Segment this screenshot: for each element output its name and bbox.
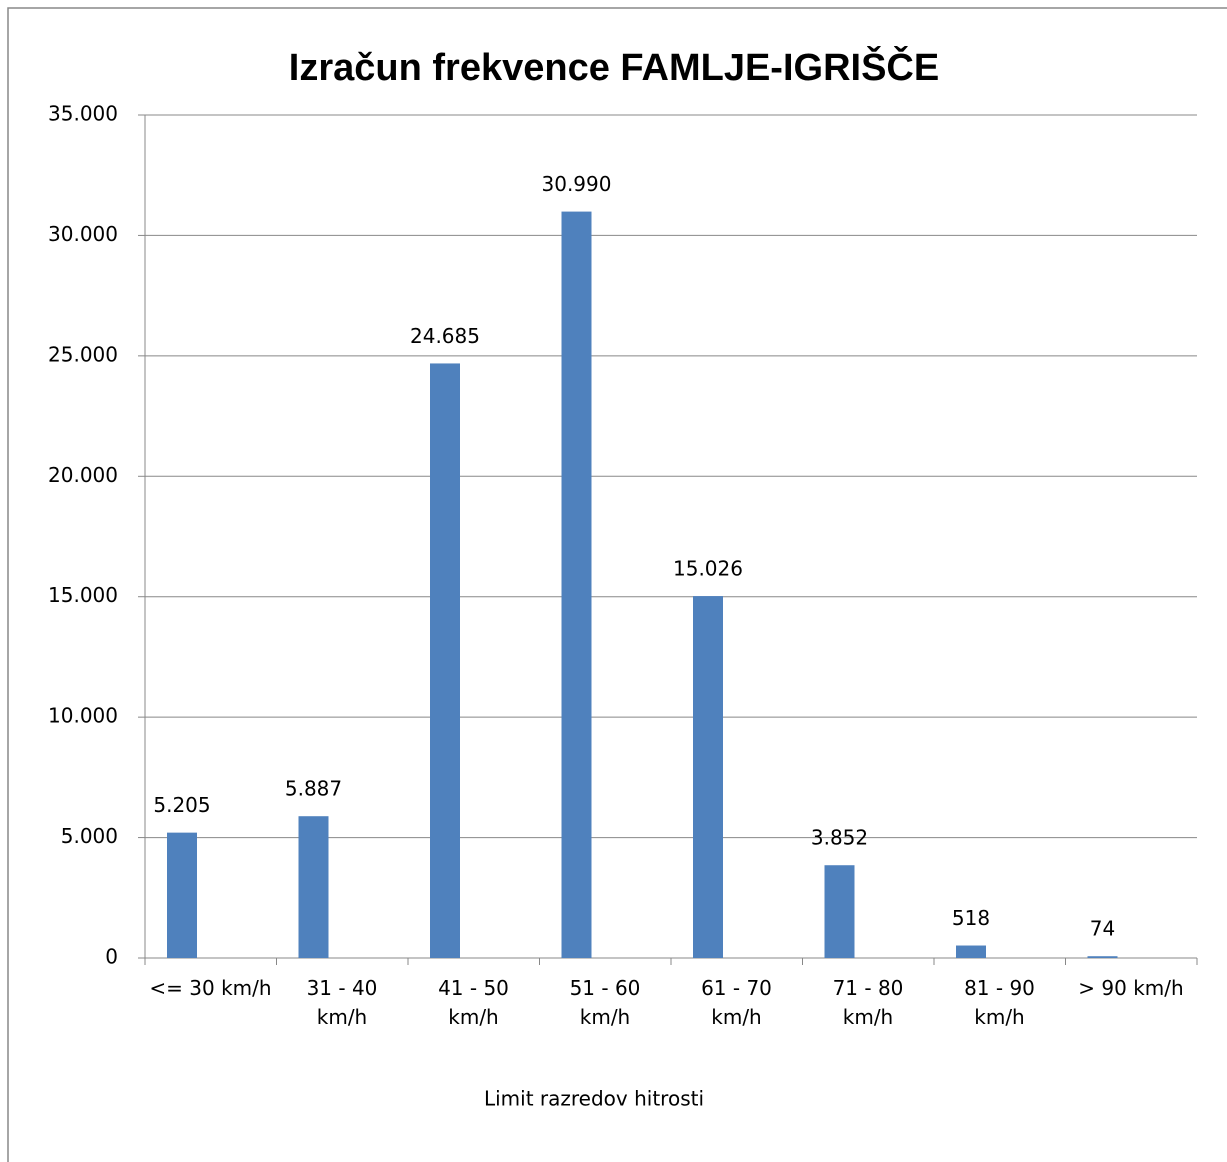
value-label: 3.852 — [811, 826, 868, 850]
x-tick-label: > 90 km/h — [1078, 976, 1184, 1000]
bar — [956, 945, 986, 958]
bar — [693, 596, 723, 958]
value-label: 74 — [1090, 917, 1115, 941]
value-label: 30.990 — [542, 172, 612, 196]
value-label: 15.026 — [673, 557, 743, 581]
bar — [298, 816, 329, 958]
value-label: 518 — [952, 906, 990, 930]
bar — [561, 211, 592, 958]
bar — [824, 865, 855, 958]
value-label: 24.685 — [410, 324, 480, 348]
x-axis-title: Limit razredov hitrosti — [484, 1087, 704, 1111]
y-tick-label: 15.000 — [48, 583, 118, 607]
x-tick-label: <= 30 km/h — [149, 976, 272, 1000]
value-label: 5.205 — [153, 793, 210, 817]
x-tick-label: 71 - 80 km/h — [832, 976, 904, 1029]
bar — [430, 363, 460, 958]
chart-border — [7, 7, 1227, 1162]
x-tick-label: 31 - 40 km/h — [306, 976, 378, 1029]
y-tick-label: 35.000 — [48, 102, 118, 126]
y-tick-label: 0 — [105, 945, 118, 969]
bar — [167, 832, 197, 958]
x-tick-label: 51 - 60 km/h — [569, 976, 641, 1029]
y-tick-label: 20.000 — [48, 463, 118, 487]
bar — [1087, 956, 1118, 958]
y-tick-label: 25.000 — [48, 342, 118, 366]
x-tick-label: 41 - 50 km/h — [438, 976, 509, 1029]
x-tick-label: 81 - 90 km/h — [964, 976, 1035, 1029]
y-tick-label: 30.000 — [48, 222, 118, 246]
x-tick-label: 61 - 70 km/h — [701, 976, 772, 1029]
chart-title: Izračun frekvence FAMLJE-IGRIŠČE — [289, 44, 939, 89]
y-tick-label: 10.000 — [48, 704, 118, 728]
value-label: 5.887 — [285, 777, 342, 801]
y-tick-label: 5.000 — [61, 824, 118, 848]
